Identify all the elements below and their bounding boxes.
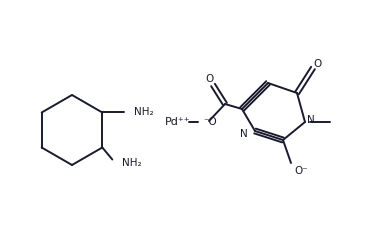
Text: O: O bbox=[314, 59, 322, 69]
Text: O: O bbox=[206, 74, 214, 84]
Text: NH₂: NH₂ bbox=[122, 158, 142, 168]
Text: N: N bbox=[307, 115, 315, 125]
Text: NH₂: NH₂ bbox=[134, 108, 154, 118]
Text: ⁻O: ⁻O bbox=[203, 117, 217, 127]
Text: Pd⁺⁺: Pd⁺⁺ bbox=[165, 117, 191, 127]
Text: O⁻: O⁻ bbox=[294, 166, 308, 176]
Text: N: N bbox=[240, 129, 248, 139]
